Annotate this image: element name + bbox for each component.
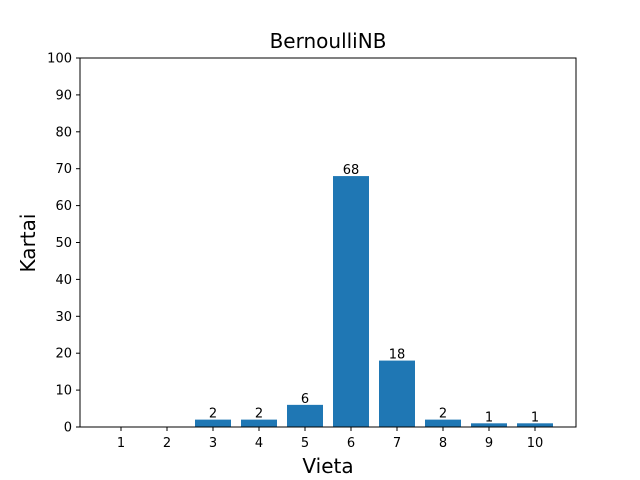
x-axis-ticks: 1 2 3 4 5 6 7 8 9 10 — [117, 427, 543, 451]
x-tick-label: 8 — [439, 436, 447, 451]
bars-group — [195, 176, 553, 427]
y-axis-label: Kartai — [16, 214, 40, 273]
data-label-8: 2 — [439, 407, 447, 422]
y-tick-label: 40 — [55, 273, 72, 288]
y-tick-label: 100 — [47, 52, 72, 67]
x-tick-label: 5 — [301, 436, 309, 451]
x-tick-label: 4 — [255, 436, 263, 451]
y-tick-label: 20 — [55, 347, 72, 362]
bar-4 — [241, 419, 277, 427]
y-tick-label: 90 — [55, 88, 72, 103]
y-tick-label: 30 — [55, 310, 72, 325]
x-tick-label: 6 — [347, 436, 355, 451]
plot-frame — [79, 57, 577, 428]
y-tick-label: 60 — [55, 199, 72, 214]
bar-8 — [425, 419, 461, 427]
data-label-4: 2 — [255, 407, 263, 422]
y-axis-ticks: 0 10 20 30 40 50 60 70 80 90 100 — [47, 52, 80, 436]
y-tick-label: 80 — [55, 125, 72, 140]
y-tick-label: 70 — [55, 162, 72, 177]
y-tick-label: 0 — [64, 421, 72, 436]
bar-6 — [333, 176, 369, 427]
y-tick-label: 10 — [55, 384, 72, 399]
chart-title: BernoulliNB — [270, 29, 387, 53]
x-tick-label: 7 — [393, 436, 401, 451]
bar-9 — [471, 423, 507, 427]
x-tick-label: 3 — [209, 436, 217, 451]
data-label-3: 2 — [209, 407, 217, 422]
data-label-5: 6 — [301, 392, 309, 407]
bar-10 — [517, 423, 553, 427]
data-label-7: 18 — [389, 348, 406, 363]
bar-7 — [379, 360, 415, 427]
data-label-10: 1 — [531, 410, 539, 425]
data-label-9: 1 — [485, 410, 493, 425]
x-tick-label: 2 — [163, 436, 171, 451]
x-tick-label: 10 — [527, 436, 544, 451]
bar-3 — [195, 419, 231, 427]
data-label-6: 68 — [343, 163, 360, 178]
x-tick-label: 1 — [117, 436, 125, 451]
x-tick-label: 9 — [485, 436, 493, 451]
y-tick-label: 50 — [55, 236, 72, 251]
bar-5 — [287, 404, 323, 427]
data-labels-group: 2 2 6 68 18 2 1 1 — [209, 163, 539, 425]
x-axis-label: Vieta — [302, 454, 353, 478]
